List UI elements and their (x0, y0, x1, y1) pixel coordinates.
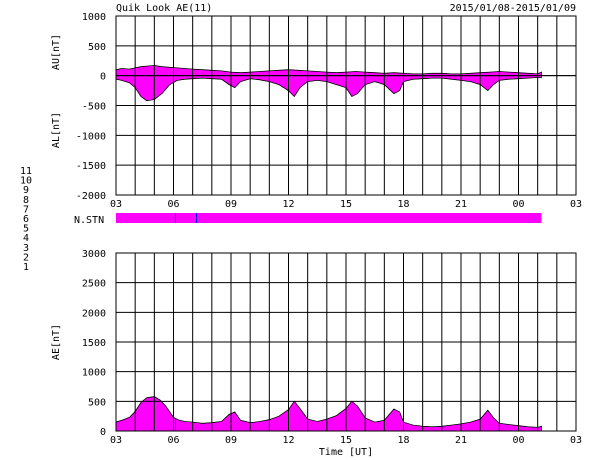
y-tick-label: 1000 (82, 12, 106, 23)
y-tick-label: 2500 (82, 279, 106, 290)
x-tick-label: 18 (397, 199, 409, 210)
station-strip-label: N.STN (74, 215, 104, 226)
ae-axis-label: AE[nT] (51, 324, 62, 360)
x-tick-label: 09 (225, 199, 237, 210)
y-tick-label: 0 (100, 427, 106, 438)
y-tick-label: 1000 (82, 368, 106, 379)
x-tick-label: 03 (570, 199, 582, 210)
ae-area (115, 396, 542, 432)
date-range: 2015/01/08-2015/01/09 (450, 3, 576, 14)
legend-entry-4: 4 (23, 233, 29, 244)
y-tick-label: -1000 (76, 131, 106, 142)
y-tick-label: 3000 (82, 249, 106, 260)
x-tick-label: 06 (167, 199, 179, 210)
x-tick-label: 21 (455, 435, 467, 446)
x-tick-label: 06 (167, 435, 179, 446)
ae-panel: 3000 2500 2000 1500 1000 500 0 03 06 09 12 15 18 21 00… (51, 249, 582, 458)
chart-title: Quik Look AE(11) (116, 3, 212, 14)
au-area (115, 65, 542, 77)
x-tick-label: 03 (570, 435, 582, 446)
station-count-bar (116, 213, 542, 223)
au-al-panel: 1000 500 0 -500 -1000 -1500 -2000 03 06 09 12 15 18 2… (51, 12, 582, 210)
y-tick-label: -500 (82, 102, 106, 113)
legend-entry-7: 7 (23, 204, 29, 215)
station-strip-panel: N.STN (74, 213, 542, 226)
legend-entry-2: 2 (23, 252, 29, 263)
x-tick-label: 03 (110, 435, 122, 446)
x-tick-label: 00 (512, 199, 524, 210)
y-tick-label: 0 (100, 72, 106, 83)
legend-entry-10: 10 (20, 176, 32, 187)
y-tick-label: 500 (88, 42, 106, 53)
x-tick-label: 09 (225, 435, 237, 446)
x-tick-label: 03 (110, 199, 122, 210)
legend-entry-6: 6 (23, 214, 29, 225)
x-tick-label: 12 (282, 199, 294, 210)
al-axis-label: AL[nT] (51, 112, 62, 148)
legend-entry-8: 8 (23, 195, 29, 206)
y-tick-label: 500 (88, 397, 106, 408)
x-tick-label: 12 (282, 435, 294, 446)
legend-entry-5: 5 (23, 224, 29, 235)
y-tick-label: 1500 (82, 338, 106, 349)
legend-entry-9: 9 (23, 185, 29, 196)
au-axis-label: AU[nT] (51, 34, 62, 70)
x-tick-label: 00 (512, 435, 524, 446)
y-tick-label: -2000 (76, 191, 106, 202)
y-tick-label: 2000 (82, 308, 106, 319)
legend-entry-1: 1 (23, 262, 29, 273)
x-tick-label: 15 (340, 199, 352, 210)
legend-entry-3: 3 (23, 243, 29, 254)
x-tick-label: 15 (340, 435, 352, 446)
x-axis-label: Time [UT] (319, 447, 373, 458)
x-tick-label: 21 (455, 199, 467, 210)
y-tick-label: -1500 (76, 161, 106, 172)
legend-entry-11: 11 (20, 166, 32, 177)
x-tick-label: 18 (397, 435, 409, 446)
